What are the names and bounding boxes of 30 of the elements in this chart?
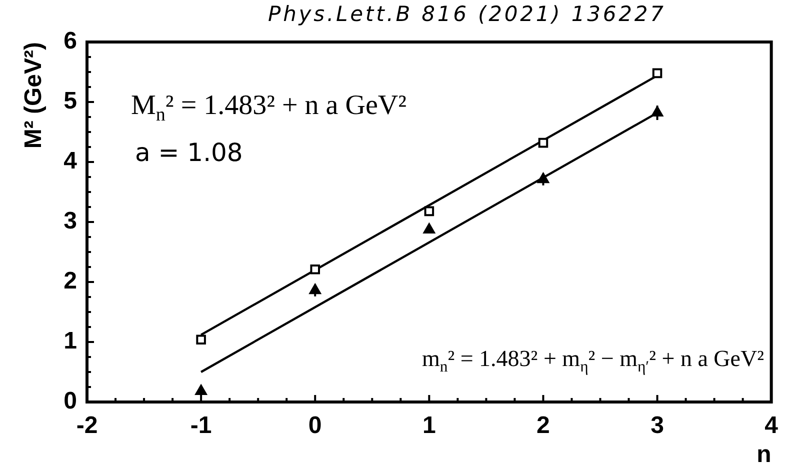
point: [652, 68, 662, 78]
point: [538, 138, 548, 148]
annotation: a = 1.08: [135, 138, 243, 167]
x-tick-label: 1: [422, 412, 436, 440]
point: [423, 223, 435, 234]
x-tick-label: -2: [76, 412, 98, 440]
x-tick-label: -1: [190, 412, 212, 440]
y-tick-label: 2: [64, 268, 77, 295]
x-tick-label: 2: [536, 412, 550, 440]
x-tick-label: 0: [308, 412, 322, 440]
y-tick-label: 0: [64, 388, 77, 415]
point: [196, 334, 206, 344]
point: [195, 384, 207, 395]
annotation: m$_{n}$² = 1.483² + m$_{η}$² − m$_{η′}$² + n a GeV²: [422, 346, 764, 376]
y-tick-label: 4: [64, 148, 78, 175]
y-tick-label: 1: [64, 328, 77, 355]
point: [537, 172, 549, 184]
text: Phys.Lett.B 816 (2021) 136227: [268, 2, 666, 26]
y-axis-title: M² (GeV²): [20, 42, 48, 149]
y-tick-label: 3: [64, 208, 77, 235]
point: [310, 264, 320, 274]
y-tick-label: 5: [64, 88, 77, 115]
x-axis-title: n: [756, 441, 772, 468]
annotation: M$_{n}$² = 1.483² + n a GeV²: [131, 90, 406, 126]
y-tick-label: 6: [64, 28, 77, 55]
x-tick-label: 3: [650, 412, 664, 440]
point: [424, 206, 434, 216]
point: [652, 106, 664, 117]
point: [309, 284, 321, 294]
x-tick-label: 4: [764, 412, 779, 440]
